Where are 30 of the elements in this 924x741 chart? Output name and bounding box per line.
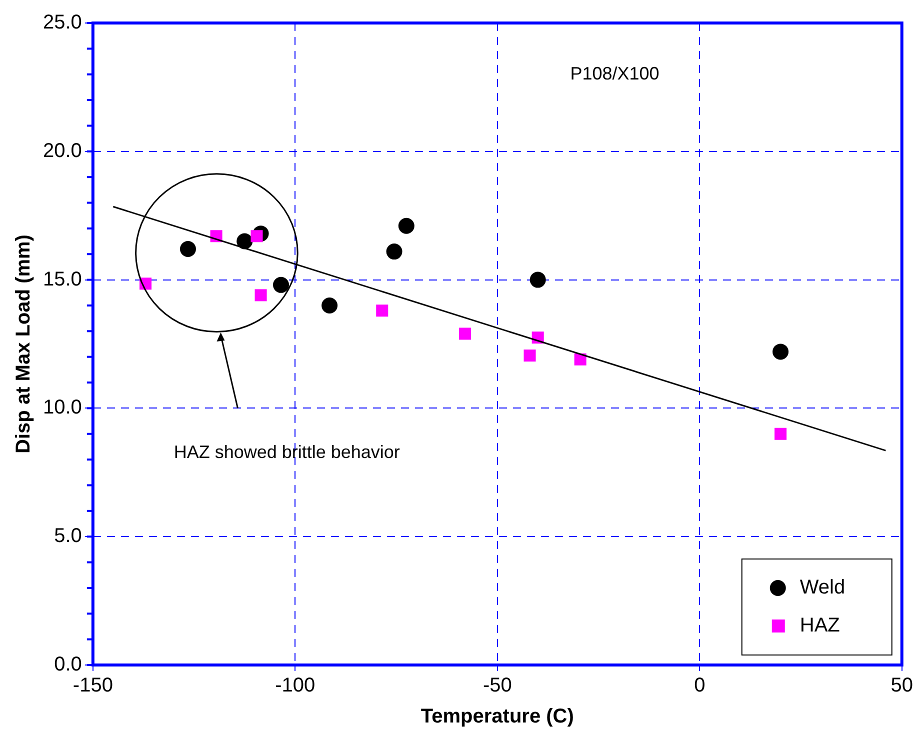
point [574,353,586,366]
point [530,272,546,288]
point [322,297,338,314]
point [254,289,267,302]
x-tick-label: -50 [482,674,512,697]
y-tick-label: 15.0 [42,268,82,290]
point [386,244,402,260]
y-tick-label: 10.0 [42,396,82,419]
point [524,350,536,362]
point [398,218,414,234]
annotation: HAZ showed brittle behavior [174,442,400,462]
x-tick-label: 50 [890,674,913,697]
y-tick-label: 0.0 [54,654,82,676]
point [376,304,388,317]
point [459,328,472,340]
annotation: P108/X100 [570,63,660,84]
point [772,344,789,360]
x-tick-label: -100 [275,674,316,697]
x-tick-label: 0 [694,674,706,697]
x-axis-title: Temperature (C) [420,706,574,728]
legend-label: HAZ [800,614,840,637]
point [180,240,196,257]
y-tick-label: 5.0 [54,525,82,548]
y-axis-title: Disp at Max Load (mm) [12,234,35,454]
y-tick-label: 20.0 [42,140,82,162]
legend-label: Weld [800,576,846,599]
y-tick-label: 25.0 [42,12,82,34]
x-tick-label: -150 [72,674,113,697]
point [774,428,787,440]
point [273,276,290,293]
